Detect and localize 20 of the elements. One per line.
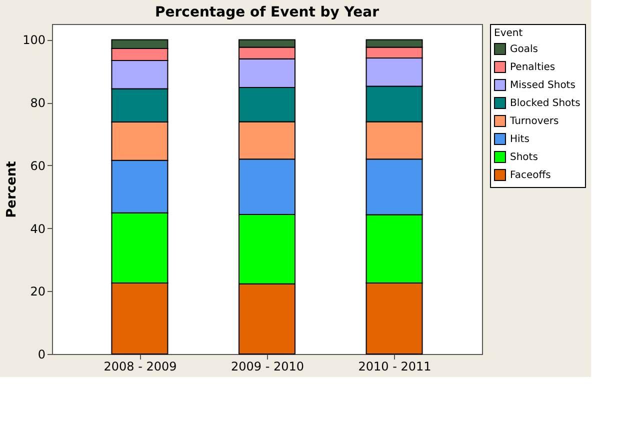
y-tick-label: 0	[38, 348, 46, 362]
chart-title: Percentage of Event by Year	[155, 4, 380, 20]
legend-label: Penalties	[510, 62, 556, 73]
x-tick-label: 2009 - 2010	[230, 360, 304, 374]
legend-label: Hits	[510, 134, 530, 145]
legend-label: Faceoffs	[510, 170, 551, 181]
y-tick-label: 60	[30, 158, 46, 173]
legend-label: Turnovers	[509, 116, 559, 127]
legend-label: Goals	[510, 44, 538, 55]
legend-label: Missed Shots	[510, 80, 576, 91]
legend-title: Event	[494, 28, 523, 39]
y-tick-label: 40	[30, 222, 46, 236]
legend-label: Blocked Shots	[510, 98, 580, 109]
x-tick-label: 2010 - 2011	[358, 360, 432, 374]
legend-label: Shots	[510, 152, 538, 163]
y-tick-label: 80	[30, 96, 46, 110]
y-axis-title: Percent	[4, 161, 20, 218]
y-tick-label: 100	[22, 33, 46, 48]
y-tick-label: 20	[30, 284, 46, 299]
x-tick-label: 2008 - 2009	[104, 360, 177, 374]
